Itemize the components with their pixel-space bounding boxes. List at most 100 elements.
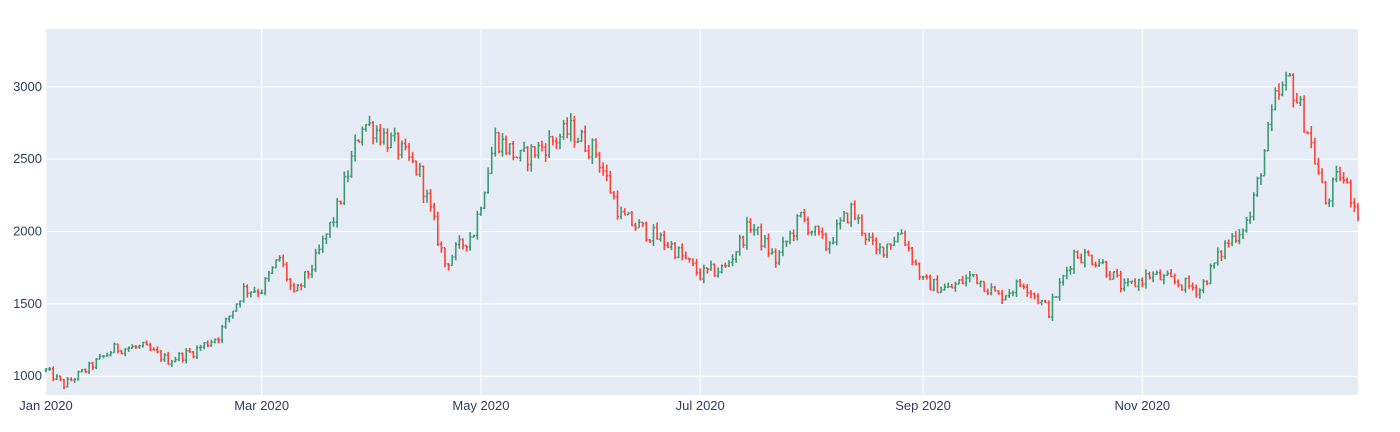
ohlc-bar [1065, 266, 1069, 280]
ohlc-bar [166, 351, 170, 366]
y-tick-label: 3000 [13, 79, 42, 94]
ohlc-bar [1234, 230, 1238, 243]
ohlc-bar [838, 217, 842, 230]
ohlc-bar [853, 200, 857, 221]
ohlc-bar [918, 262, 921, 281]
ohlc-bar [1051, 293, 1054, 321]
ohlc-bar [1072, 249, 1076, 274]
ohlc-bar [864, 232, 867, 245]
ohlc-bar [159, 349, 163, 362]
ohlc-bar [1191, 282, 1195, 291]
ohlc-bar [1094, 261, 1097, 268]
ohlc-bar [307, 270, 310, 279]
ohlc-bar [986, 288, 990, 296]
ohlc-bar [1169, 268, 1173, 278]
ohlc-bar [590, 138, 594, 164]
ohlc-bar [116, 343, 120, 354]
ohlc-bar [939, 286, 943, 294]
ohlc-bar [321, 235, 325, 253]
ohlc-bar [792, 229, 796, 242]
ohlc-bar [1220, 250, 1223, 261]
ohlc-bar [468, 232, 472, 251]
ohlc-bar [594, 138, 598, 158]
ohlc-bar [1047, 300, 1051, 319]
ohlc-bar [785, 240, 788, 248]
ohlc-bar [759, 223, 763, 251]
ohlc-bar [400, 140, 404, 159]
ohlc-bar [616, 190, 619, 220]
ohlc-bar [885, 243, 889, 259]
ohlc-bar [508, 143, 512, 156]
y-tick-label: 1500 [13, 296, 42, 311]
ohlc-bar [928, 274, 932, 291]
ohlc-bar [227, 315, 231, 323]
ohlc-bar [752, 224, 756, 236]
ohlc-bar [209, 339, 213, 347]
ohlc-bar [84, 368, 87, 374]
ohlc-bar [1018, 278, 1022, 287]
y-axis-tick-labels: 1000 1500 2000 2500 3000 [13, 79, 42, 383]
x-tick-label: Mar 2020 [234, 398, 289, 413]
ohlc-bar [788, 230, 792, 245]
ohlc-bar [1317, 157, 1320, 175]
ohlc-bar [950, 283, 954, 289]
ohlc-bar [1331, 177, 1335, 208]
ohlc-bar [896, 231, 900, 243]
ohlc-bar [1284, 71, 1288, 91]
ohlc-bar [66, 376, 69, 388]
ohlc-bar [224, 317, 228, 329]
ohlc-bar [874, 237, 878, 255]
ohlc-bar [1097, 259, 1101, 267]
ohlc-bar [652, 224, 655, 247]
ohlc-bar [457, 235, 461, 249]
ohlc-bar [641, 221, 645, 227]
ohlc-bar [120, 350, 123, 355]
ohlc-bar [954, 281, 957, 292]
ohlc-bar [242, 283, 246, 303]
x-tick-label: Jan 2020 [19, 398, 73, 413]
ohlc-bar [900, 229, 903, 235]
ohlc-bar [314, 248, 317, 273]
ohlc-bar [1148, 271, 1151, 280]
ohlc-bar [1281, 81, 1284, 97]
ohlc-bar [688, 257, 691, 263]
ohlc-bar [1198, 288, 1202, 299]
ohlc-bar [1180, 284, 1184, 291]
ohlc-bar [1004, 294, 1008, 301]
ohlc-bar [1043, 299, 1047, 304]
ohlc-bar [1313, 137, 1317, 165]
ohlc-bar [1342, 172, 1346, 184]
ohlc-bar [1241, 228, 1245, 240]
ohlc-bar [1291, 73, 1295, 108]
ohlc-bar [1079, 253, 1083, 264]
y-tick-label: 1000 [13, 368, 42, 383]
ohlc-bar [781, 236, 785, 257]
ohlc-bars [44, 71, 1360, 390]
y-tick-label: 2000 [13, 224, 42, 239]
ohlc-bar [289, 277, 292, 290]
ohlc-bar [889, 243, 893, 250]
ohlc-bar [1223, 240, 1227, 260]
ohlc-bar [1306, 131, 1310, 135]
ohlc-bar [206, 340, 210, 348]
ohlc-bar [335, 198, 339, 228]
ohlc-bar [943, 283, 947, 291]
ohlc-bar [112, 342, 116, 354]
ohlc-bar [461, 238, 465, 250]
ohlc-bar [867, 232, 871, 242]
ohlc-bar [1155, 270, 1159, 276]
ohlc-bar [914, 259, 918, 266]
ohlc-bar [1115, 268, 1119, 278]
ohlc-bar [1122, 278, 1126, 292]
ohlc-bar [910, 247, 914, 266]
ohlc-bar [1299, 95, 1302, 107]
ohlc-bar [716, 267, 720, 278]
ohlc-bar [80, 368, 84, 373]
ohlc-bar [73, 378, 77, 383]
ohlc-bar [921, 275, 925, 280]
ohlc-bar [964, 274, 968, 287]
ohlc-bar [831, 236, 835, 245]
ohlc-bar [533, 145, 537, 159]
ohlc-bar [1237, 229, 1241, 245]
ohlc-bar [378, 124, 382, 146]
